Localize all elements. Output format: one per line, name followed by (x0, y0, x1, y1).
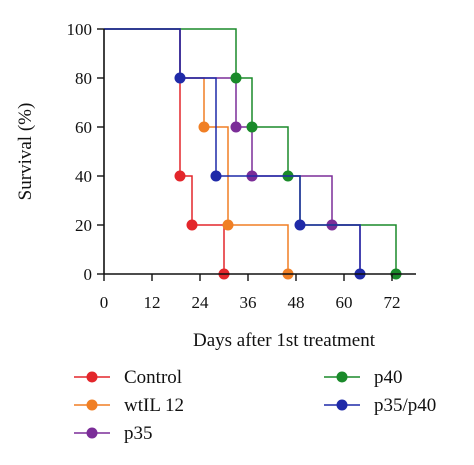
data-point (210, 170, 222, 182)
series-p35 (104, 28, 361, 274)
y-tick-label: 40 (75, 167, 92, 186)
series-control (104, 28, 230, 280)
legend-item: Control (74, 367, 182, 388)
legend-item: wtIL 12 (74, 395, 184, 416)
x-tick-label: 0 (100, 293, 109, 312)
x-axis-title: Days after 1st treatment (193, 330, 376, 351)
y-axis-title: Survival (%) (15, 103, 36, 201)
series-line (104, 28, 289, 274)
legend-item: p35/p40 (324, 395, 436, 416)
series-line (104, 28, 397, 274)
legend-swatch-marker (336, 371, 348, 383)
legend-label: Control (124, 367, 182, 388)
x-tick-label: 48 (288, 293, 305, 312)
legend-label: p35 (124, 423, 153, 444)
data-point (222, 219, 234, 231)
y-tick-label: 20 (75, 216, 92, 235)
legend-swatch-marker (86, 371, 98, 383)
x-tick-label: 36 (240, 293, 257, 312)
series-wtil-12 (104, 28, 294, 280)
legend-swatch-marker (86, 427, 98, 439)
data-point (198, 121, 210, 133)
legend-label: p35/p40 (374, 395, 436, 416)
legend-item: p35 (74, 423, 153, 444)
series-line (104, 28, 225, 274)
legend: Control wtIL 12 p35 p40 p35/p40 (74, 367, 436, 444)
data-point (246, 121, 258, 133)
legend-label: p40 (374, 367, 403, 388)
x-tick-label: 24 (192, 293, 210, 312)
y-tick-label: 80 (75, 69, 92, 88)
y-tick-label: 100 (67, 20, 93, 39)
legend-swatch-marker (336, 399, 348, 411)
series-p35-p40 (104, 28, 366, 280)
legend-label: wtIL 12 (124, 395, 184, 416)
data-point (294, 219, 306, 231)
y-ticks: 0 20 40 60 80 100 (67, 20, 104, 284)
data-point (174, 72, 186, 84)
x-tick-label: 72 (384, 293, 401, 312)
axes: 0 12 24 36 48 60 72 0 20 40 60 80 100 Days after 1s… (15, 20, 416, 351)
legend-item: p40 (324, 367, 403, 388)
x-ticks: 0 12 24 36 48 60 72 (100, 274, 401, 312)
x-tick-label: 12 (144, 293, 161, 312)
data-point (174, 170, 186, 182)
plot-area (104, 28, 402, 280)
series-line (104, 28, 361, 274)
data-point (186, 219, 198, 231)
legend-swatch-marker (86, 399, 98, 411)
data-point (230, 121, 242, 133)
y-tick-label: 0 (84, 265, 93, 284)
y-tick-label: 60 (75, 118, 92, 137)
x-tick-label: 60 (336, 293, 353, 312)
series-line (104, 28, 361, 274)
data-point (230, 72, 242, 84)
